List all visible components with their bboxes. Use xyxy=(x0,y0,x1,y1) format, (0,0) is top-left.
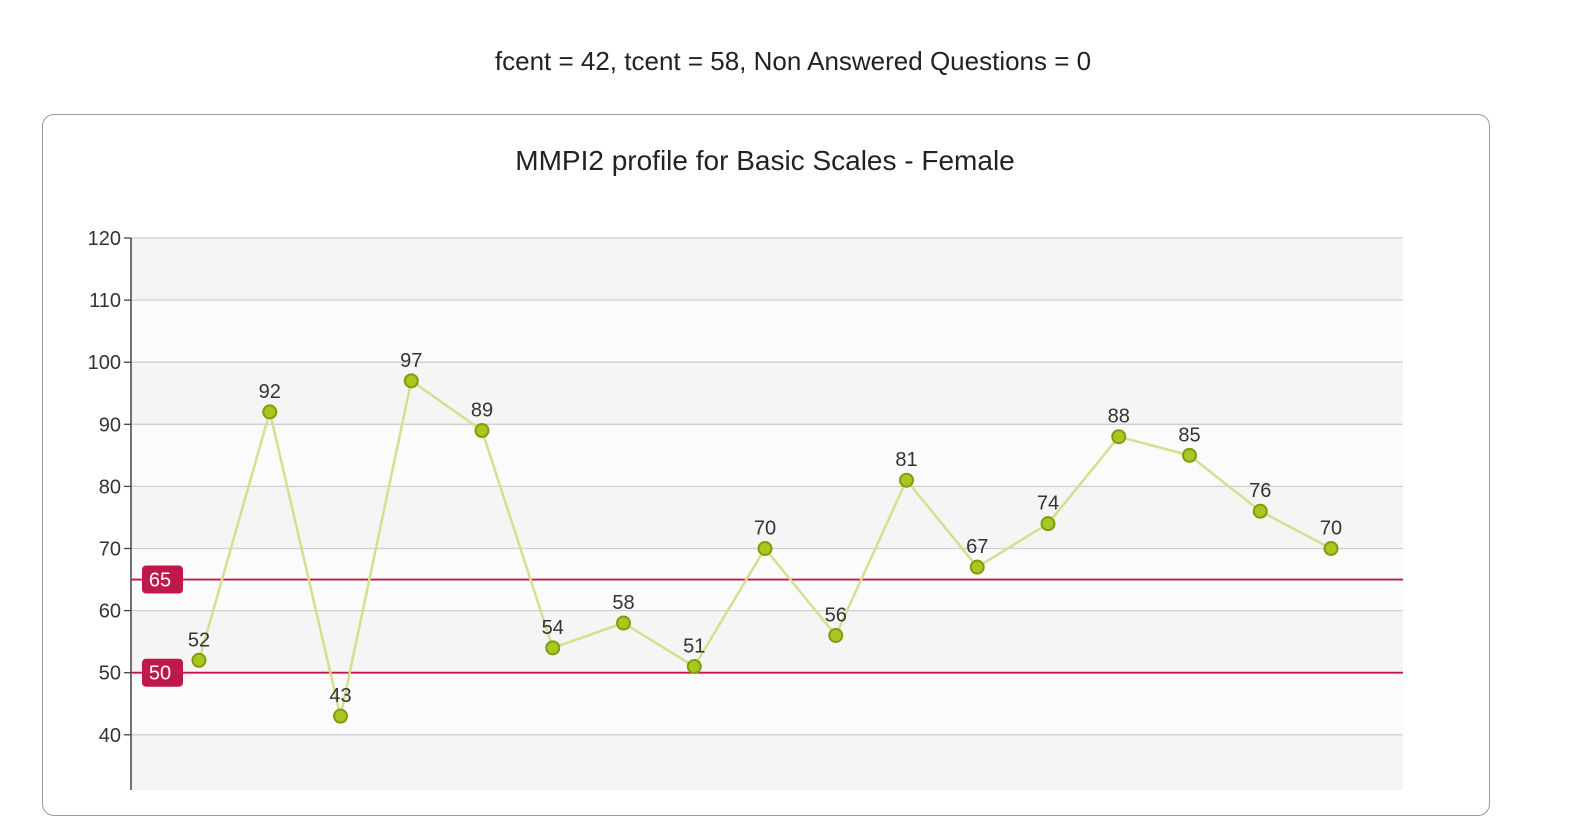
data-label: 88 xyxy=(1108,406,1130,428)
series-points: 52 92 43 97 89 54 58 51 70 56 81 67 74 88 85 76 70 xyxy=(188,350,1342,724)
reference-label-50: 50 xyxy=(149,663,171,685)
plot-band xyxy=(131,734,1403,790)
y-tick-label: 110 xyxy=(89,290,121,312)
data-label: 52 xyxy=(188,629,210,651)
plot-bands xyxy=(131,238,1403,790)
y-tick-label: 70 xyxy=(99,539,121,561)
data-point xyxy=(899,472,914,488)
data-label: 51 xyxy=(683,635,705,657)
data-point xyxy=(333,708,348,724)
data-point xyxy=(686,658,702,674)
y-tick-label: 90 xyxy=(99,414,121,436)
data-point xyxy=(1111,429,1127,445)
data-point xyxy=(828,627,844,643)
data-label: 54 xyxy=(542,617,564,639)
data-point xyxy=(1182,447,1197,463)
summary-text: fcent = 42, tcent = 58, Non Answered Que… xyxy=(494,46,1092,76)
data-point xyxy=(969,559,985,575)
plot-band xyxy=(131,362,1403,425)
data-label: 70 xyxy=(1320,518,1342,540)
data-label: 43 xyxy=(329,685,351,707)
plot-band xyxy=(131,610,1403,673)
data-point xyxy=(757,541,773,556)
y-tick-label: 60 xyxy=(99,601,121,623)
data-label: 76 xyxy=(1249,480,1271,502)
data-label: 67 xyxy=(966,536,988,558)
data-label: 85 xyxy=(1178,424,1200,446)
plot-band xyxy=(131,486,1403,549)
data-label: 81 xyxy=(895,449,917,471)
data-label: 56 xyxy=(825,604,847,626)
data-label: 74 xyxy=(1037,493,1059,515)
chart-title: MMPI2 profile for Basic Scales - Female xyxy=(515,145,1015,176)
plot-band xyxy=(131,672,1403,735)
data-point xyxy=(403,373,419,389)
data-point xyxy=(262,404,278,420)
y-tick-label: 100 xyxy=(88,352,121,374)
data-label: 70 xyxy=(754,518,776,540)
plot-band xyxy=(131,300,1403,363)
y-tick-label: 40 xyxy=(99,725,121,747)
plot-band xyxy=(131,238,1403,301)
y-tick-label: 50 xyxy=(99,663,121,685)
data-point xyxy=(1252,503,1268,519)
data-point xyxy=(474,423,490,439)
reference-badge-65 xyxy=(142,565,183,594)
data-label: 97 xyxy=(400,350,422,372)
data-point xyxy=(1040,516,1056,532)
data-point xyxy=(191,652,207,668)
reference-label-65: 65 xyxy=(149,570,171,592)
y-tick-label: 80 xyxy=(99,476,121,498)
data-label: 58 xyxy=(612,592,634,614)
data-point xyxy=(545,640,561,656)
reference-badge-50 xyxy=(142,658,183,687)
plot-band xyxy=(131,424,1403,487)
line-chart: 4050607080901001101206550529243978954585… xyxy=(88,228,1403,790)
data-point xyxy=(616,615,631,631)
data-label: 89 xyxy=(471,400,493,422)
data-label: 92 xyxy=(259,381,281,403)
data-point xyxy=(1323,541,1339,556)
y-tick-label: 120 xyxy=(88,228,121,250)
